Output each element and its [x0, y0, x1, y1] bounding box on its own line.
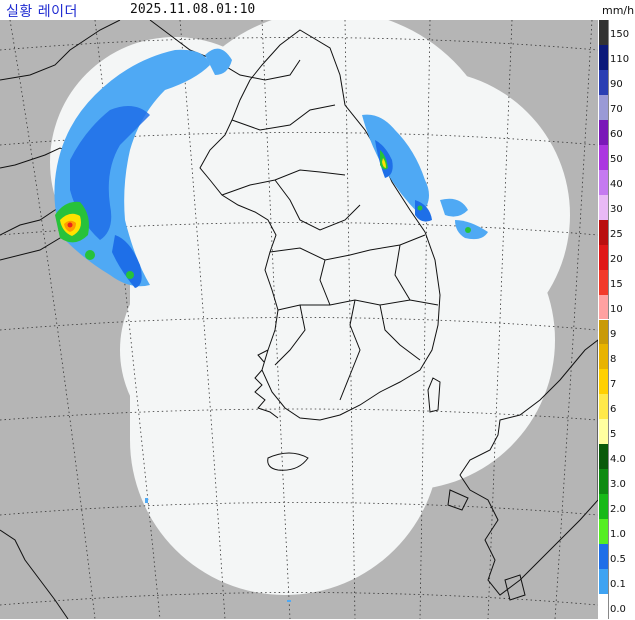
legend-item: 25 [599, 219, 635, 245]
legend-color-swatch [599, 344, 609, 370]
legend-value-label: 90 [610, 79, 623, 91]
legend-item: 1.0 [599, 519, 635, 545]
legend-item: 6 [599, 394, 635, 420]
page-title: 실황 레이더 [6, 4, 78, 20]
radar-map[interactable] [0, 20, 598, 619]
legend-color-swatch [599, 519, 609, 545]
legend-value-label: 30 [610, 204, 623, 216]
legend-color-swatch [599, 369, 609, 395]
legend-value-label: 7 [610, 378, 617, 390]
legend-item: 15 [599, 269, 635, 295]
legend-value-label: 5 [610, 428, 617, 440]
precipitation-legend: 150 110 90 70 60 50 40 30 25 20 15 10 9 8 7 6 5 4.0 3.0 2.0… [599, 20, 635, 619]
legend-color-swatch [599, 319, 609, 345]
legend-item: 5 [599, 419, 635, 445]
legend-color-swatch [599, 244, 609, 270]
legend-color-swatch [599, 144, 609, 170]
legend-item: 90 [599, 69, 635, 95]
legend-value-label: 0.5 [610, 553, 626, 565]
legend-value-label: 20 [610, 254, 623, 266]
precipitation-echo-northwest [54, 48, 232, 288]
legend-color-swatch [599, 544, 609, 570]
legend-item: 0.0 [599, 594, 635, 619]
legend-item: 7 [599, 369, 635, 395]
legend-item: 150 [599, 20, 635, 45]
legend-color-swatch [599, 219, 609, 245]
legend-color-swatch [599, 20, 609, 45]
legend-item: 0.5 [599, 544, 635, 570]
legend-color-swatch [599, 419, 609, 445]
legend-item: 70 [599, 94, 635, 120]
legend-color-swatch [599, 569, 609, 595]
legend-color-swatch [599, 444, 609, 470]
legend-value-label: 8 [610, 353, 617, 365]
legend-color-swatch [599, 194, 609, 220]
legend-color-swatch [599, 69, 609, 95]
legend-value-label: 3.0 [610, 478, 626, 490]
legend-item: 20 [599, 244, 635, 270]
legend-value-label: 150 [610, 29, 630, 41]
legend-color-swatch [599, 269, 609, 295]
map-graticule [0, 20, 598, 619]
legend-item: 8 [599, 344, 635, 370]
legend-value-label: 1.0 [610, 528, 626, 540]
legend-color-swatch [599, 119, 609, 145]
legend-value-label: 9 [610, 328, 617, 340]
legend-value-label: 50 [610, 154, 623, 166]
legend-item: 9 [599, 319, 635, 345]
legend-item: 110 [599, 44, 635, 70]
legend-color-swatch [599, 94, 609, 120]
legend-value-label: 0.0 [610, 603, 626, 615]
legend-item: 60 [599, 119, 635, 145]
legend-value-label: 4.0 [610, 453, 626, 465]
legend-item: 40 [599, 169, 635, 195]
legend-item: 50 [599, 144, 635, 170]
legend-color-swatch [599, 594, 609, 619]
legend-value-label: 15 [610, 279, 623, 291]
radar-coverage-area [50, 20, 570, 595]
legend-value-label: 110 [610, 54, 630, 66]
legend-item: 4.0 [599, 444, 635, 470]
legend-item: 3.0 [599, 469, 635, 495]
legend-value-label: 60 [610, 129, 623, 141]
legend-value-label: 70 [610, 104, 623, 116]
radar-timestamp: 2025.11.08.01:10 [130, 2, 256, 17]
legend-item: 0.1 [599, 569, 635, 595]
legend-color-swatch [599, 394, 609, 420]
legend-color-swatch [599, 44, 609, 70]
legend-unit-label: mm/h [602, 4, 635, 17]
legend-item: 2.0 [599, 494, 635, 520]
legend-color-swatch [599, 469, 609, 495]
legend-color-swatch [599, 494, 609, 520]
legend-value-label: 10 [610, 304, 623, 315]
legend-value-label: 0.1 [610, 578, 626, 590]
legend-color-swatch [599, 169, 609, 195]
legend-value-label: 6 [610, 403, 617, 415]
legend-value-label: 40 [610, 179, 623, 191]
legend-value-label: 2.0 [610, 503, 626, 515]
legend-color-swatch [599, 294, 609, 320]
legend-item: 30 [599, 194, 635, 220]
precipitation-speckles [145, 498, 291, 602]
legend-value-label: 25 [610, 229, 623, 241]
precipitation-echo-east-coast [362, 114, 488, 240]
legend-item: 10 [599, 294, 635, 320]
